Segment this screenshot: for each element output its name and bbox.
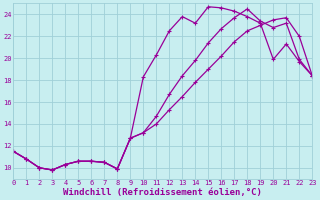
X-axis label: Windchill (Refroidissement éolien,°C): Windchill (Refroidissement éolien,°C) bbox=[63, 188, 262, 197]
